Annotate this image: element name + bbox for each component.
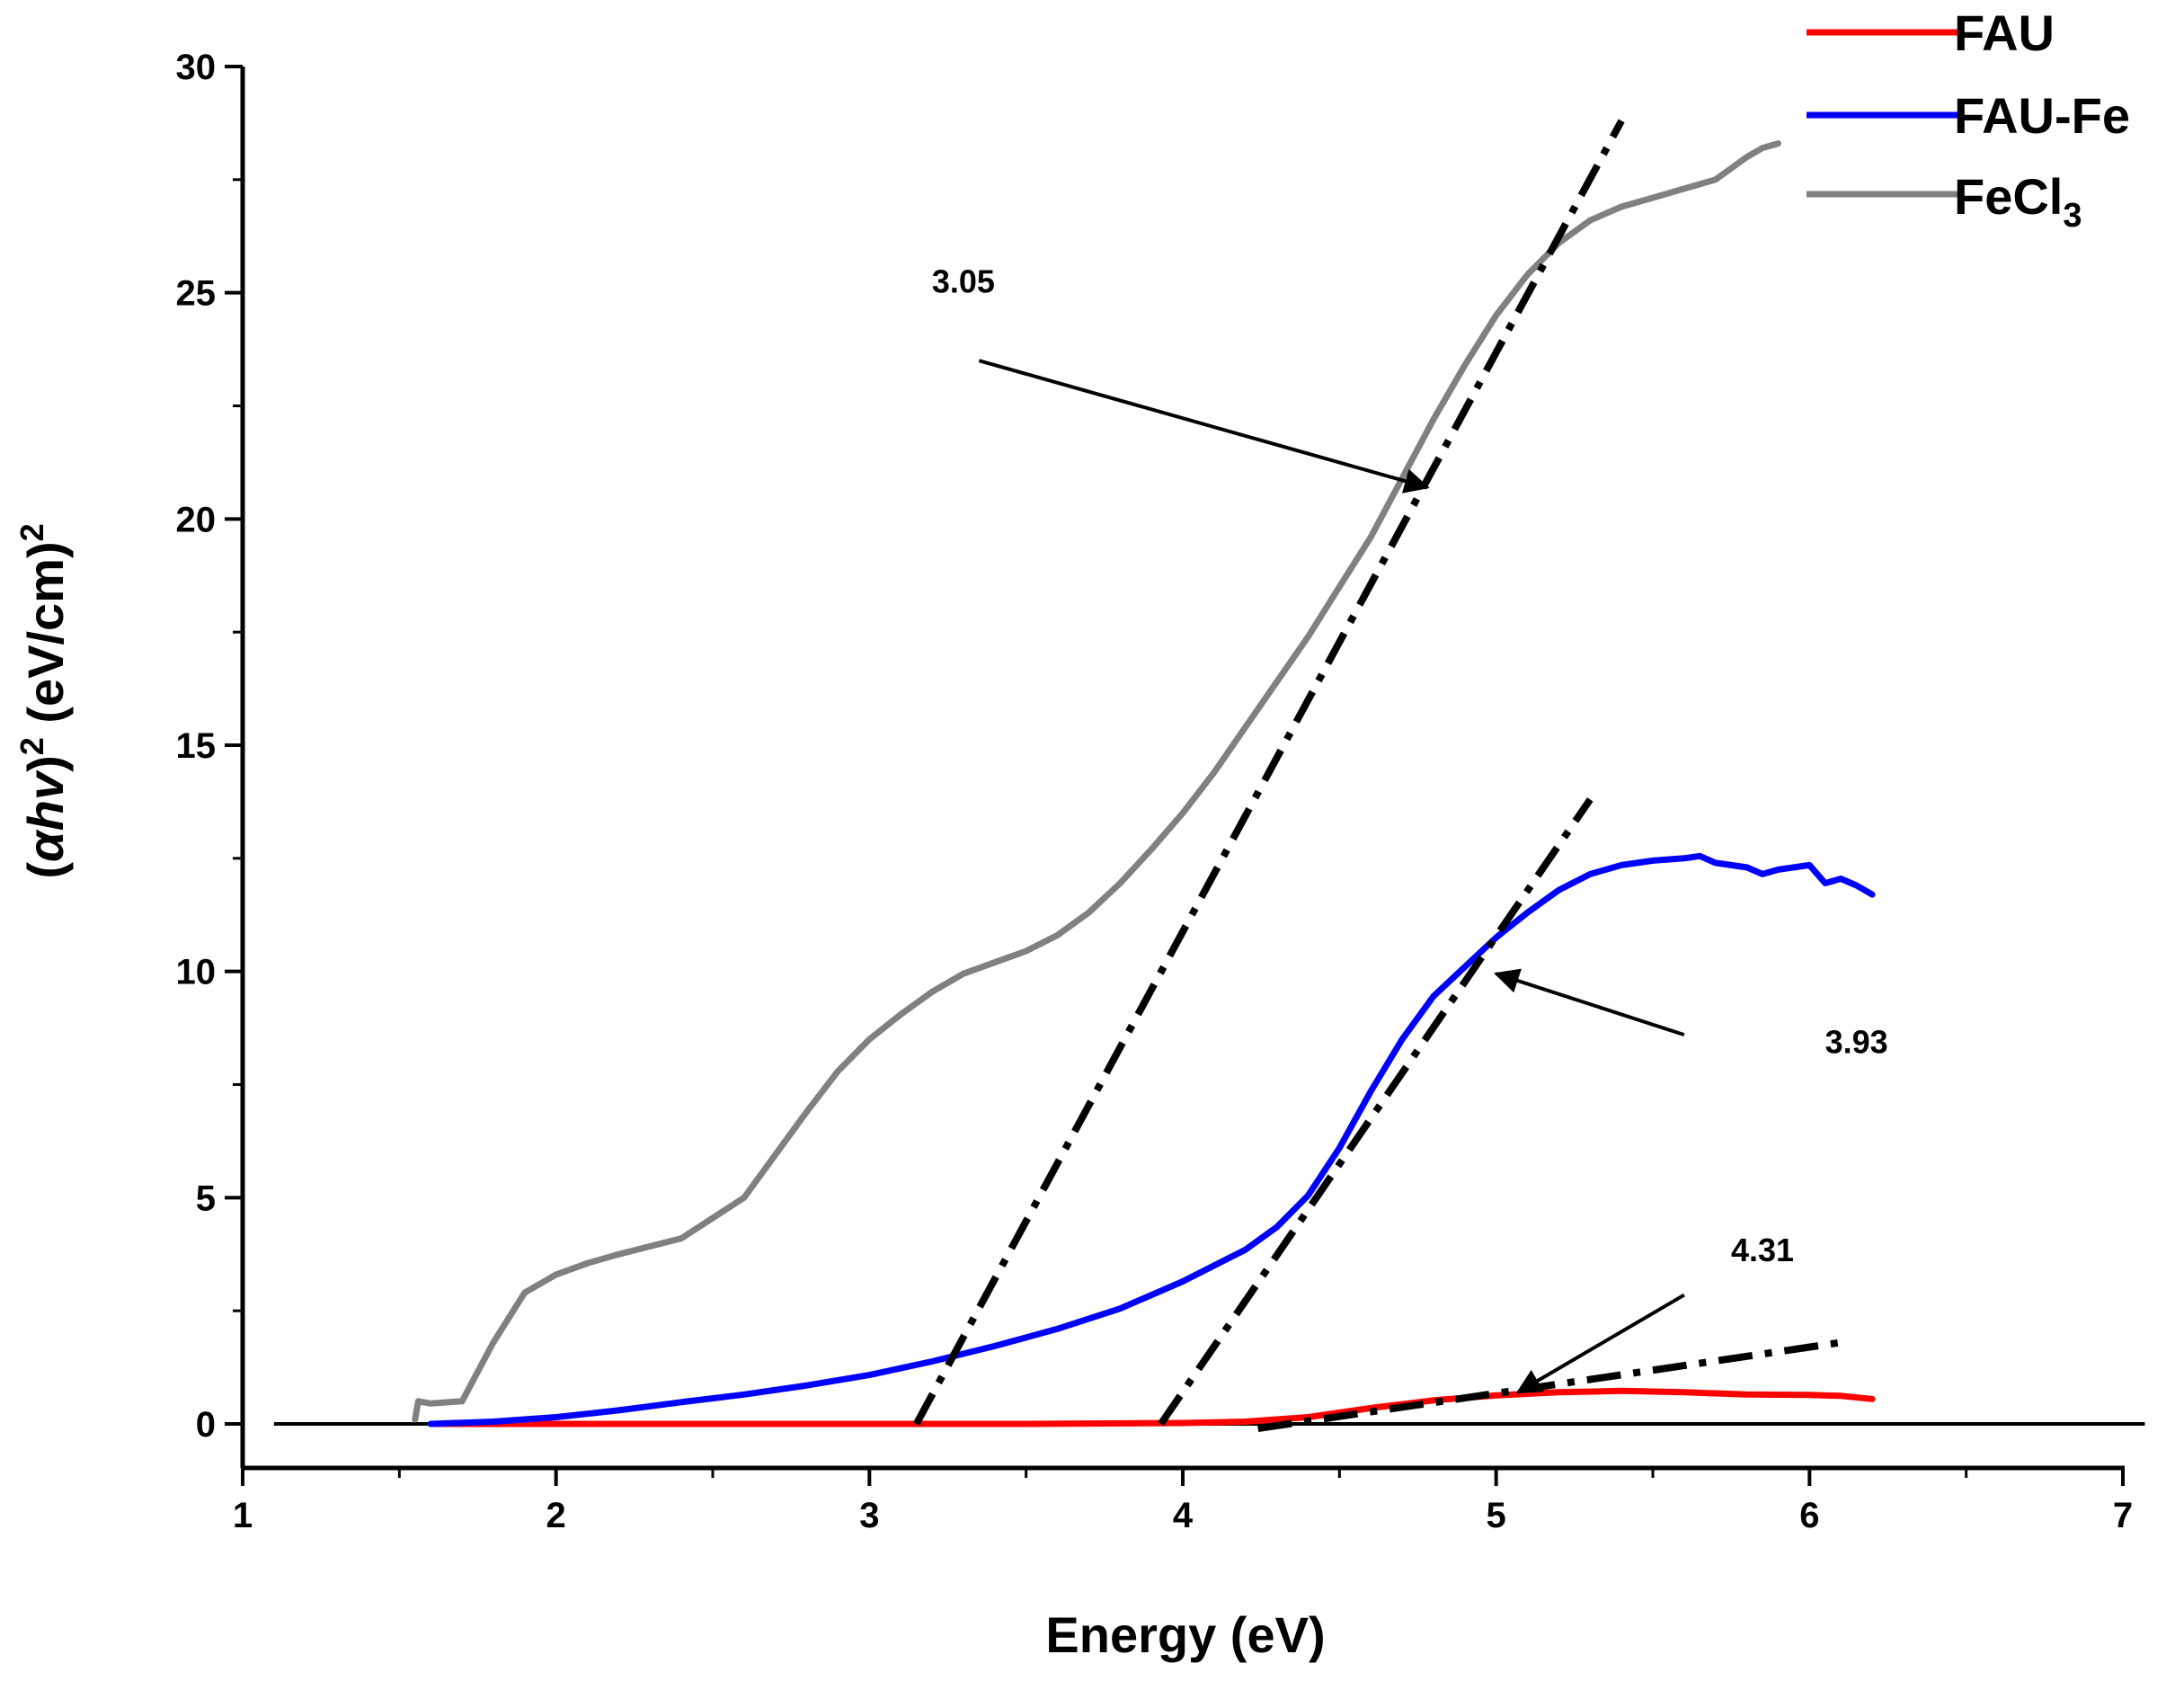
tangent-line-1 [913, 119, 1625, 1426]
y-tick-label-5: 5 [196, 1178, 216, 1218]
annotation-arrow-1 [978, 359, 1430, 494]
annotation-label-2: 3.93 [1825, 1023, 1888, 1060]
y-axis-title-mid: ) [17, 755, 74, 772]
y-tick-label-20: 20 [176, 500, 217, 539]
legend-label-fecl3-main: FeCl [1954, 168, 2063, 225]
tangent-line-2 [1158, 797, 1594, 1427]
series-line-fau-fe [427, 852, 1876, 1428]
legend-label-fecl3-sub: 3 [2063, 197, 2082, 235]
x-tick-label-4: 4 [1173, 1496, 1194, 1535]
y-tick-label-30: 30 [176, 48, 217, 87]
x-axis-title: Energy (eV) [1045, 1606, 1325, 1663]
legend: FAU FAU-Fe FeCl3 [1807, 4, 2130, 235]
y-axis-title-rest: (eV/cm) [17, 541, 74, 737]
legend-label-fau-fe: FAU-Fe [1954, 87, 2130, 144]
plot-area: 3.05 3.93 4.31 [273, 119, 2145, 1432]
x-tick-label-3: 3 [859, 1496, 879, 1535]
y-axis-title: (αhv)2 (eV/cm)2 [13, 523, 74, 878]
x-tick-label-2: 2 [546, 1496, 566, 1535]
x-tick-label-7: 7 [2113, 1496, 2133, 1535]
y-axis-title-open: ( [17, 862, 74, 879]
x-tick-label-5: 5 [1487, 1496, 1506, 1535]
x-tick-label-1: 1 [233, 1496, 253, 1535]
y-axis-title-alpha: α [17, 829, 74, 862]
y-tick-label-10: 10 [176, 953, 217, 992]
y-tick-label-15: 15 [176, 726, 217, 766]
y-axis-title-sup2: 2 [13, 523, 50, 541]
annotation-label-1: 3.05 [932, 263, 995, 300]
annotation-arrow-2 [1494, 968, 1685, 1037]
y-axis-title-sup1: 2 [13, 737, 50, 755]
axes: 1 2 3 4 5 6 7 0 5 10 15 20 25 30 [176, 48, 2134, 1535]
x-tick-label-6: 6 [1799, 1496, 1819, 1535]
tangent-line-3 [1257, 1339, 1842, 1432]
y-axis-title-hv: hv [17, 769, 74, 831]
series-line-fecl3 [412, 140, 1781, 1423]
y-tick-label-0: 0 [196, 1405, 216, 1445]
y-tick-label-25: 25 [176, 274, 217, 314]
annotation-arrow-3 [1515, 1293, 1685, 1394]
legend-label-fecl3: FeCl3 [1954, 168, 2082, 235]
legend-label-fau: FAU [1954, 4, 2055, 61]
annotation-label-3: 4.31 [1731, 1232, 1794, 1268]
